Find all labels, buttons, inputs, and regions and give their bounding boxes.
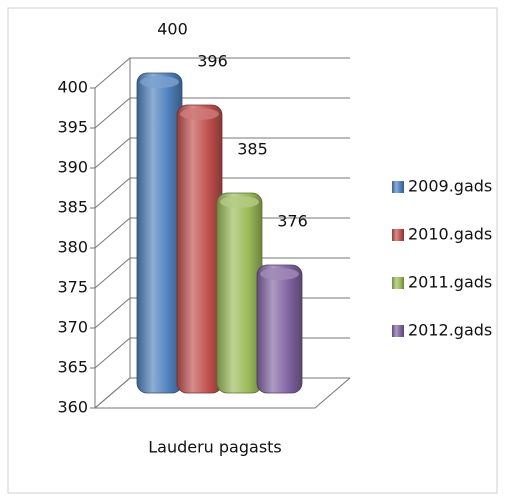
bar [216,192,263,394]
legend-swatch [392,229,404,241]
bar [176,104,223,394]
data-label: 400 [157,20,188,39]
data-label: 396 [197,52,228,71]
bar-cap [140,76,179,88]
grid-line [94,177,350,209]
y-tick-label: 380 [57,238,88,257]
grid-line [94,217,350,249]
legend-swatch [392,181,404,193]
legend-label: 2012.gads [408,321,492,340]
y-tick-label: 370 [57,318,88,337]
y-tick-label: 360 [57,398,88,417]
legend-label: 2009.gads [408,177,492,196]
x-category-label: Lauderu pagasts [148,438,282,457]
y-tick-label: 395 [57,118,88,137]
grid-line [94,97,350,129]
bar-cap [180,108,219,120]
bar-cap [260,268,299,280]
bar-cap [220,196,259,208]
legend-label: 2011.gads [408,273,492,292]
y-tick-label: 375 [57,278,88,297]
y-tick-label: 390 [57,158,88,177]
data-label: 385 [237,140,268,159]
grid-line [94,57,350,89]
y-tick-label: 365 [57,358,88,377]
bar [256,264,303,394]
data-label: 376 [277,212,308,231]
y-tick-label: 385 [57,198,88,217]
grid-line [94,257,350,289]
y-tick-label: 400 [57,78,88,97]
bar [136,72,183,394]
legend-swatch [392,325,404,337]
legend-label: 2010.gads [408,225,492,244]
legend-swatch [392,277,404,289]
grid-line [94,137,350,169]
